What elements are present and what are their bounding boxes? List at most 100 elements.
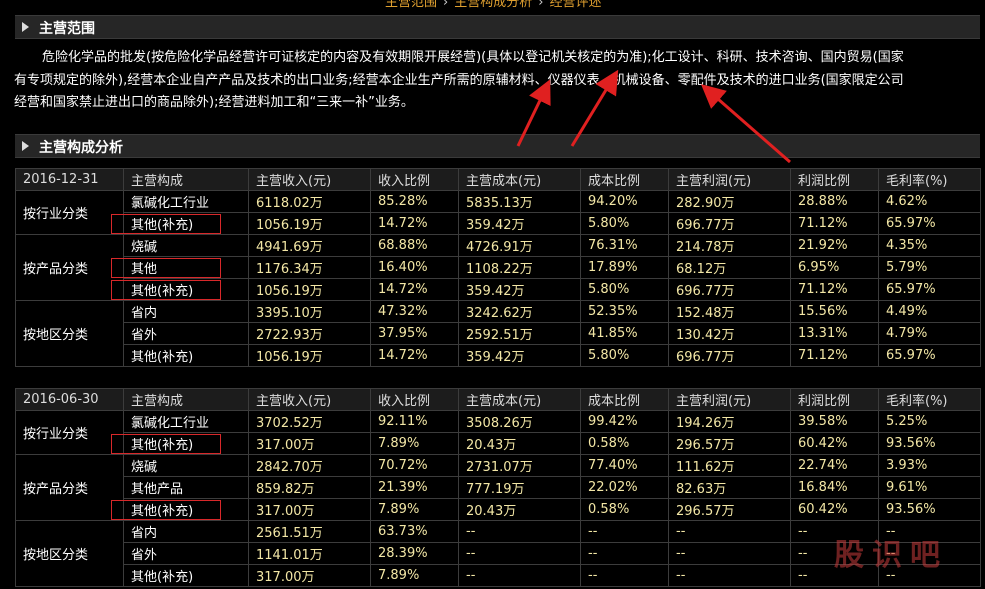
value-cell: 296.57万 bbox=[668, 498, 791, 521]
section-title: 主营构成分析 bbox=[39, 140, 123, 156]
value-cell: 1141.01万 bbox=[248, 542, 371, 565]
value-cell: 4.35% bbox=[878, 234, 981, 257]
data-row: 省外 2722.93万 37.95% 2592.51万 41.85% 130.42万 13.… bbox=[16, 322, 981, 345]
value-cell: 99.42% bbox=[580, 410, 669, 433]
column-header: 收入比例 bbox=[370, 168, 459, 191]
value-cell: 5835.13万 bbox=[458, 190, 581, 213]
data-row: 省外 1141.01万 28.39% -- -- -- -- -- bbox=[16, 542, 981, 565]
value-cell: 3508.26万 bbox=[458, 410, 581, 433]
group-cell: 按产品分类 bbox=[15, 234, 124, 301]
column-header: 主营收入(元) bbox=[248, 168, 371, 191]
item-cell: 氯碱化工行业 bbox=[123, 410, 249, 433]
value-cell: 47.32% bbox=[370, 300, 459, 323]
data-row: 按行业分类 氯碱化工行业 6118.02万 85.28% 5835.13万 94.20% 2… bbox=[15, 190, 981, 235]
value-cell: 65.97% bbox=[878, 344, 981, 367]
arrow bbox=[516, 79, 551, 147]
value-cell: 93.56% bbox=[878, 498, 981, 521]
section-title: 主营范围 bbox=[39, 21, 95, 37]
value-cell: 22.74% bbox=[790, 454, 879, 477]
section-header[interactable]: 主营范围 bbox=[15, 15, 980, 39]
value-cell: 359.42万 bbox=[458, 278, 581, 301]
arrow bbox=[700, 84, 791, 164]
value-cell: 14.72% bbox=[370, 344, 459, 367]
data-row: 其他(补充) 1056.19万 14.72% 359.42万 5.80% 696.77万 7… bbox=[16, 344, 981, 367]
date-cell: 2016-12-31 bbox=[15, 168, 124, 191]
value-cell: 85.28% bbox=[370, 190, 459, 213]
value-cell: 214.78万 bbox=[668, 234, 791, 257]
value-cell: 152.48万 bbox=[668, 300, 791, 323]
data-table: 2016-06-30 主营构成 主营收入(元) 收入比例 主营成本(元) 成本比例 主营利润… bbox=[15, 388, 981, 587]
value-cell: 16.40% bbox=[370, 256, 459, 279]
text-line: 危险化学品的批发(按危险化学品经营许可证核定的内容及有效期限开展经营)(具体以登… bbox=[42, 50, 904, 65]
nav-item[interactable]: 经营评述 bbox=[549, 0, 602, 10]
value-cell: 17.89% bbox=[580, 256, 669, 279]
value-cell: 6.95% bbox=[790, 256, 879, 279]
value-cell: 5.80% bbox=[580, 212, 669, 235]
value-cell: 3395.10万 bbox=[248, 300, 371, 323]
value-cell: 20.43万 bbox=[458, 498, 581, 521]
value-cell: 0.58% bbox=[580, 432, 669, 455]
value-cell: 65.97% bbox=[878, 278, 981, 301]
column-header: 主营利润(元) bbox=[668, 168, 791, 191]
value-cell: 4.79% bbox=[878, 322, 981, 345]
value-cell: 1056.19万 bbox=[248, 344, 371, 367]
column-header: 毛利率(%) bbox=[878, 168, 981, 191]
value-cell: 41.85% bbox=[580, 322, 669, 345]
group-cell: 按地区分类 bbox=[15, 300, 124, 367]
item-cell: 省外 bbox=[123, 542, 249, 565]
data-row: 按地区分类 省内 3395.10万 47.32% 3242.62万 52.35% 152.4… bbox=[15, 300, 981, 367]
value-cell: 39.58% bbox=[790, 410, 879, 433]
value-cell: 22.02% bbox=[580, 476, 669, 499]
value-cell: 282.90万 bbox=[668, 190, 791, 213]
value-cell: 1056.19万 bbox=[248, 212, 371, 235]
value-cell: -- bbox=[458, 564, 581, 587]
column-header: 主营构成 bbox=[123, 168, 249, 191]
column-header: 毛利率(%) bbox=[878, 388, 981, 411]
data-row: 其他产品 859.82万 21.39% 777.19万 22.02% 82.63万 16.8… bbox=[16, 476, 981, 499]
arrow bbox=[570, 69, 619, 147]
value-cell: 5.80% bbox=[580, 344, 669, 367]
value-cell: -- bbox=[878, 564, 981, 587]
group-cell: 按地区分类 bbox=[15, 520, 124, 587]
data-table: 2016-12-31 主营构成 主营收入(元) 收入比例 主营成本(元) 成本比例 主营利润… bbox=[15, 168, 981, 367]
section-header[interactable]: 主营构成分析 bbox=[15, 134, 980, 158]
item-cell: 其他(补充) bbox=[111, 432, 249, 455]
column-header: 主营收入(元) bbox=[248, 388, 371, 411]
column-header: 主营成本(元) bbox=[458, 168, 581, 191]
text-line: 经营和国家禁止进出口的商品除外);经营进料加工和“三来一补”业务。 bbox=[14, 95, 414, 110]
column-header: 主营成本(元) bbox=[458, 388, 581, 411]
group-cell: 按产品分类 bbox=[15, 454, 124, 521]
nav-item[interactable]: 主营范围 bbox=[385, 0, 438, 10]
value-cell: 14.72% bbox=[370, 212, 459, 235]
value-cell: 52.35% bbox=[580, 300, 669, 323]
value-cell: 777.19万 bbox=[458, 476, 581, 499]
value-cell: 296.57万 bbox=[668, 432, 791, 455]
value-cell: 93.56% bbox=[878, 432, 981, 455]
data-row: 其他 1176.34万 16.40% 1108.22万 17.89% 68.12万 6.95… bbox=[16, 256, 981, 279]
value-cell: 317.00万 bbox=[248, 432, 371, 455]
date-cell: 2016-06-30 bbox=[15, 388, 124, 411]
value-cell: -- bbox=[580, 564, 669, 587]
column-header: 利润比例 bbox=[790, 388, 879, 411]
nav-item[interactable]: 主营构成分析 bbox=[454, 0, 533, 10]
header-row: 2016-06-30 主营构成 主营收入(元) 收入比例 主营成本(元) 成本比例 主营利润… bbox=[15, 388, 981, 411]
value-cell: 82.63万 bbox=[668, 476, 791, 499]
scope-text: 危险化学品的批发(按危险化学品经营许可证核定的内容及有效期限开展经营)(具体以登… bbox=[14, 47, 974, 115]
value-cell: 77.40% bbox=[580, 454, 669, 477]
column-header: 主营利润(元) bbox=[668, 388, 791, 411]
data-row: 其他(补充) 317.00万 7.89% -- -- -- -- -- bbox=[16, 564, 981, 587]
value-cell: -- bbox=[790, 564, 879, 587]
value-cell: 92.11% bbox=[370, 410, 459, 433]
text-line: 有专项规定的除外),经营本企业自产产品及技术的出口业务;经营本企业生产所需的原辅… bbox=[14, 72, 904, 88]
column-header: 成本比例 bbox=[580, 388, 669, 411]
group-cell: 按行业分类 bbox=[15, 190, 124, 235]
value-cell: 21.92% bbox=[790, 234, 879, 257]
value-cell: 359.42万 bbox=[458, 344, 581, 367]
value-cell: 7.89% bbox=[370, 564, 459, 587]
value-cell: 1108.22万 bbox=[458, 256, 581, 279]
value-cell: 60.42% bbox=[790, 432, 879, 455]
breadcrumb: 主营范围 › 主营构成分析 › 经营评述 bbox=[385, 0, 601, 10]
value-cell: 28.39% bbox=[370, 542, 459, 565]
